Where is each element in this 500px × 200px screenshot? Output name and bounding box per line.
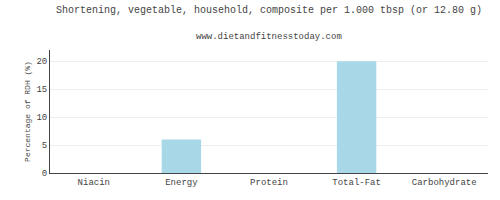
svg-text:www.dietandfitnesstoday.com: www.dietandfitnesstoday.com (196, 32, 342, 42)
svg-text:0: 0 (42, 169, 47, 179)
svg-text:10: 10 (36, 113, 47, 123)
svg-text:Carbohydrate: Carbohydrate (412, 178, 477, 188)
svg-text:Shortening, vegetable, househo: Shortening, vegetable, household, compos… (56, 5, 482, 16)
svg-text:Niacin: Niacin (78, 178, 110, 188)
svg-text:Protein: Protein (250, 178, 288, 188)
svg-text:Total-Fat: Total-Fat (332, 178, 381, 188)
svg-text:20: 20 (36, 57, 47, 67)
svg-text:Energy: Energy (165, 178, 198, 188)
svg-text:5: 5 (42, 141, 47, 151)
svg-text:Percentage of RDH (%): Percentage of RDH (%) (23, 61, 32, 162)
svg-text:15: 15 (36, 85, 47, 95)
